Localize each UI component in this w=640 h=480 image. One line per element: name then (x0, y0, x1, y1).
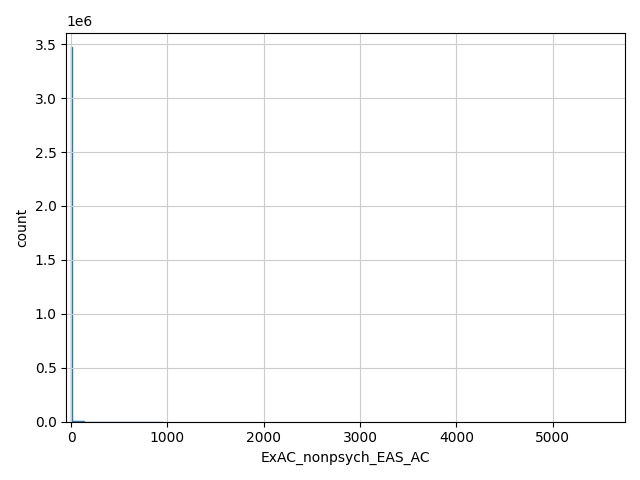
X-axis label: ExAC_nonpsych_EAS_AC: ExAC_nonpsych_EAS_AC (261, 451, 431, 465)
Y-axis label: count: count (15, 208, 29, 247)
Bar (71, 47, 72, 421)
Text: 1e6: 1e6 (67, 14, 93, 29)
